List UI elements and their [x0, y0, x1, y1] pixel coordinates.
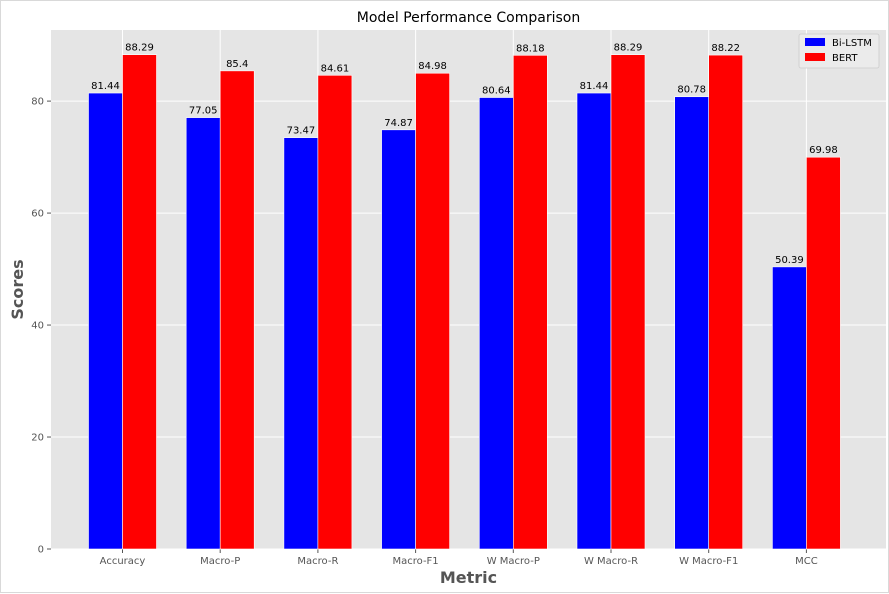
bar-bilstm [478, 97, 514, 550]
y-tick-label: 60 [31, 209, 44, 220]
legend-swatch [805, 53, 825, 61]
plot-area [51, 30, 886, 549]
y-tick-label: 20 [31, 433, 44, 444]
bar-bilstm [576, 92, 612, 550]
x-tick-label: W Macro-P [487, 556, 540, 567]
legend-label: BERT [832, 53, 858, 64]
bar-bert [122, 54, 157, 550]
bar-bert [219, 70, 255, 550]
bar-value-label: 85.4 [226, 59, 248, 70]
y-axis-ticks: 0 20 40 60 80 [31, 97, 51, 556]
bar-bert [415, 72, 450, 550]
bar-bert [708, 54, 744, 550]
chart-title: Model Performance Comparison [357, 10, 580, 26]
bar-value-label: 84.98 [418, 61, 447, 72]
bar-value-label: 88.29 [125, 43, 154, 54]
y-tick-label: 80 [31, 97, 44, 108]
bar-bilstm [381, 129, 416, 550]
legend-swatch [805, 38, 825, 46]
x-tick-label: Macro-P [200, 556, 240, 567]
bar-value-label: 81.44 [580, 81, 609, 92]
bar-value-label: 73.47 [287, 126, 316, 137]
x-tick-label: W Macro-R [584, 556, 638, 567]
x-axis-ticks: Accuracy Macro-P Macro-R Macro-F1 W Macro-P W… [100, 549, 818, 567]
x-tick-label: Accuracy [100, 556, 146, 567]
bar-value-label: 84.61 [321, 63, 350, 74]
y-tick-label: 0 [38, 545, 44, 556]
x-tick-label: MCC [795, 556, 818, 567]
legend-label: Bi-LSTM [832, 38, 872, 49]
bar-value-label: 80.64 [482, 86, 511, 97]
bar-value-label: 77.05 [189, 106, 218, 117]
bar-bilstm [185, 117, 221, 550]
bar-value-label: 74.87 [384, 118, 413, 129]
bar-bert [317, 74, 353, 550]
bar-bilstm [772, 266, 807, 550]
legend: Bi-LSTM BERT [798, 33, 880, 69]
bar-bilstm [674, 96, 710, 550]
y-axis-label: Scores [8, 259, 27, 319]
bar-bert [512, 55, 548, 550]
bar-value-label: 81.44 [91, 81, 120, 92]
bar-bert [610, 54, 646, 550]
x-tick-label: Macro-R [297, 556, 338, 567]
data-labels: 81.44 77.05 73.47 74.87 80.64 81.44 80.78 50.39… [91, 43, 838, 266]
bar-value-label: 88.18 [516, 43, 545, 54]
bar-value-label: 88.29 [614, 43, 643, 54]
bar-bert [806, 156, 841, 550]
bar-value-label: 50.39 [775, 255, 804, 266]
x-tick-label: Macro-F1 [393, 556, 439, 567]
y-tick-label: 40 [31, 321, 44, 332]
bars [88, 54, 841, 550]
bar-bilstm [283, 137, 319, 550]
bar-value-label: 69.98 [809, 145, 838, 156]
bar-bilstm [88, 92, 123, 550]
bar-value-label: 80.78 [677, 85, 706, 96]
x-axis-label: Metric [440, 568, 497, 587]
x-tick-label: W Macro-F1 [679, 556, 738, 567]
bar-value-label: 88.22 [711, 43, 740, 54]
